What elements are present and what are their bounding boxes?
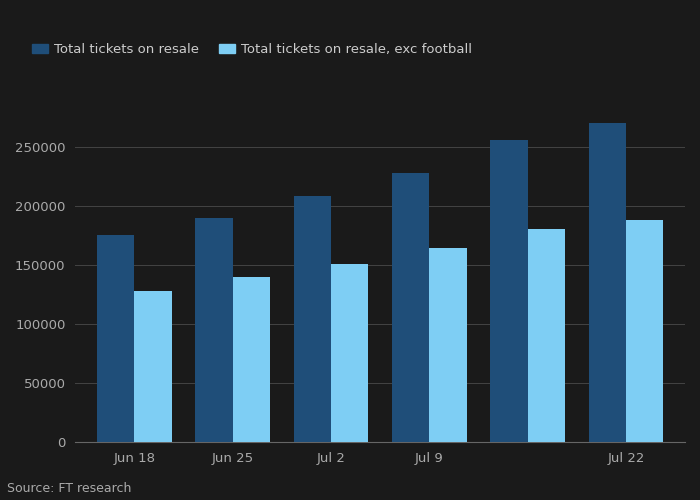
Text: Source: FT research: Source: FT research (7, 482, 132, 495)
Bar (626, 220, 664, 442)
Bar (490, 140, 528, 442)
Bar (589, 123, 626, 442)
Bar (134, 291, 172, 442)
Legend: Total tickets on resale, Total tickets on resale, exc football: Total tickets on resale, Total tickets o… (27, 38, 477, 61)
Bar (429, 248, 467, 442)
Bar (392, 172, 429, 442)
Bar (331, 264, 368, 442)
Bar (195, 218, 232, 442)
Bar (97, 236, 134, 442)
Bar (232, 276, 270, 442)
Bar (528, 230, 565, 442)
Bar (293, 196, 331, 442)
